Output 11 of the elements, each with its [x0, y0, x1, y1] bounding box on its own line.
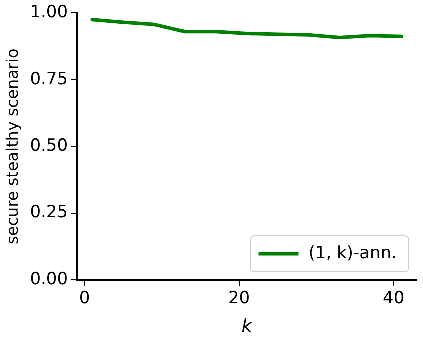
y-tick-label: 0.25 [30, 202, 68, 223]
x-tick-label: 20 [228, 288, 250, 309]
y-tick-label: 0.50 [30, 136, 68, 156]
x-tick-label: 40 [383, 288, 405, 309]
x-tick-label: 0 [79, 288, 90, 309]
y-tick-label: 0.00 [30, 269, 68, 290]
y-tick-label: 0.75 [30, 69, 68, 90]
x-axis-title: k [242, 316, 254, 337]
y-tick-label: 1.00 [30, 2, 68, 23]
legend-label: (1, k)-ann. [308, 243, 398, 264]
y-axis-title: secure stealthy scenario [2, 48, 22, 244]
